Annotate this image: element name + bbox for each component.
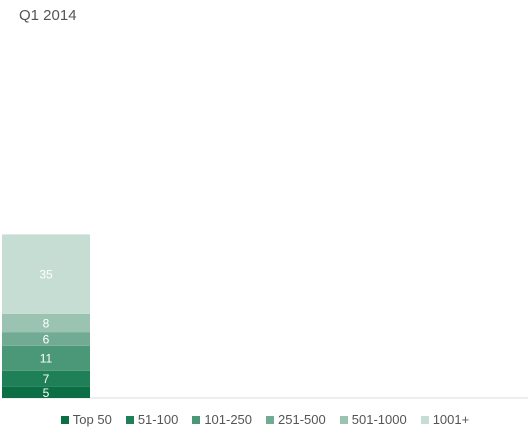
data-label-101-250: 11 [40,352,53,366]
data-label-top-50: 5 [43,386,50,400]
legend-label: 101-250 [204,412,253,427]
legend-swatch [339,415,348,424]
legend: Top 50 51-100 101-250 251-500 501-1000 1001+ [0,412,530,427]
legend-item-1001-[interactable]: 1001+ [420,412,470,427]
legend-swatch [420,415,429,424]
bar-group: 57 11 68 35 [2,234,90,400]
legend-item-top-50[interactable]: Top 50 [60,412,112,427]
bar-segment-1001- [2,234,90,314]
legend-item-51-100[interactable]: 51-100 [125,412,179,427]
data-label-51-100: 7 [43,372,50,386]
legend-swatch [125,415,134,424]
legend-label: 51-100 [137,412,179,427]
legend-swatch [192,415,201,424]
legend-label: 1001+ [432,412,470,427]
legend-item-251-500[interactable]: 251-500 [266,412,326,427]
legend-label: Top 50 [72,412,112,427]
data-label-251-500: 6 [43,332,50,346]
bar-segment-top-50 [2,386,90,398]
bar-segment-251-500 [2,332,90,346]
legend-item-101-250[interactable]: 101-250 [192,412,252,427]
legend-label: 251-500 [278,412,326,427]
legend-label: 501-1000 [351,412,407,427]
data-label-1001-: 35 [39,268,53,282]
chart-plot: 57 11 68 35 [2,234,528,400]
legend-swatch [266,415,275,424]
bar-segment-101-250 [2,345,90,371]
data-label-501-1000: 8 [43,317,50,331]
legend-item-501-1000[interactable]: 501-1000 [339,412,407,427]
chart-title: Q1 2014 [19,7,77,24]
bar-segment-501-1000 [2,313,90,333]
legend-swatch [60,415,69,424]
bar-segment-51-100 [2,370,90,387]
